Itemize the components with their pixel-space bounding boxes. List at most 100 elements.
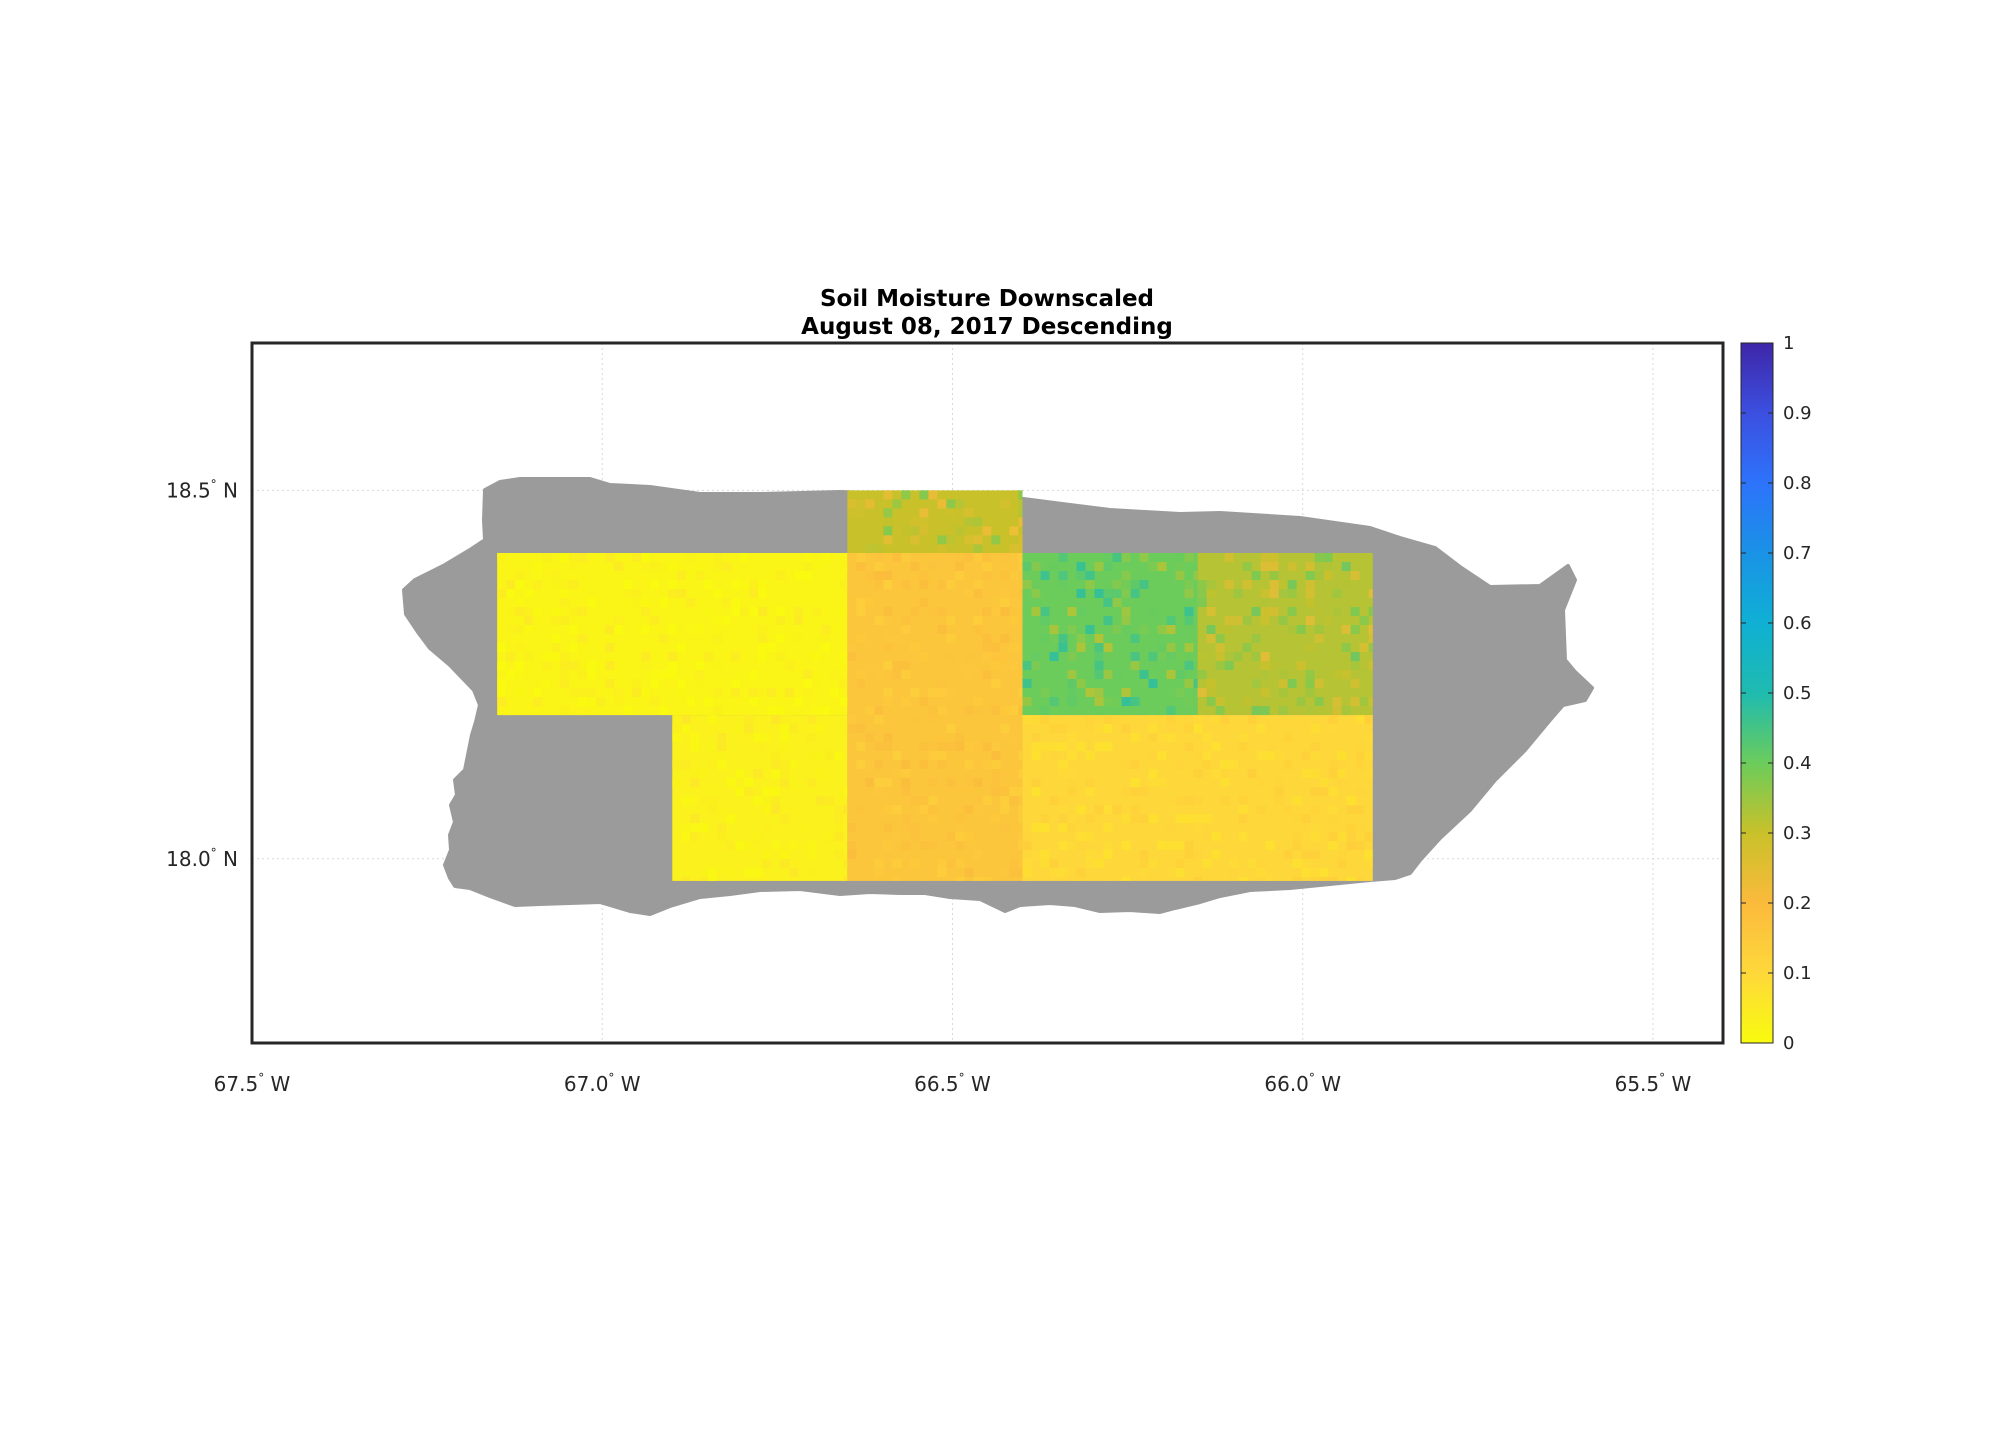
swath-pixel (937, 688, 947, 697)
swath-pixel (955, 571, 965, 580)
swath-pixel (551, 607, 561, 616)
swath-pixel (1018, 706, 1023, 715)
swath-pixel (794, 616, 804, 625)
swath-pixel (834, 751, 844, 761)
swath-pixel (776, 607, 786, 616)
swath-pixel (964, 778, 974, 787)
swath-pixel (928, 562, 938, 571)
swath-pixel (1000, 724, 1010, 733)
swath-pixel (991, 661, 1001, 670)
swath-pixel (1148, 859, 1158, 869)
swath-pixel (1094, 850, 1104, 860)
swath-pixel (964, 517, 974, 527)
swath-pixel (641, 607, 651, 616)
swath-pixel (690, 778, 700, 788)
swath-pixel (1328, 715, 1338, 725)
swath-pixel (816, 724, 826, 734)
swath-pixel (744, 724, 754, 734)
swath-pixel (744, 778, 754, 788)
swath-pixel (771, 769, 781, 779)
swath-pixel (1103, 724, 1113, 734)
colorbar-tick-label: 0.8 (1783, 473, 1812, 494)
swath-pixel (1215, 697, 1225, 706)
swath-pixel (708, 877, 718, 881)
swath-pixel (847, 499, 857, 509)
swath-pixel (1346, 805, 1356, 815)
swath-pixel (991, 643, 1001, 652)
swath-pixel (794, 571, 804, 580)
swath-pixel (1305, 562, 1315, 571)
swath-pixel (1202, 859, 1212, 869)
swath-pixel (1310, 787, 1320, 797)
swath-pixel (901, 778, 911, 787)
swath-pixel (883, 526, 893, 536)
swath-pixel (1121, 742, 1131, 752)
swath-pixel (839, 679, 848, 688)
swath-pixel (551, 643, 561, 652)
swath-pixel (901, 490, 911, 500)
lon-tick-label: 65.5° W (1615, 1071, 1692, 1096)
swath-pixel (1022, 877, 1032, 881)
swath-pixel (1049, 742, 1059, 752)
map-axes: 67.5° W 67.0° W 66.5° W 66.0° W 65.5° W 18.5… (166, 341, 1725, 1096)
swath-pixel (771, 787, 781, 797)
swath-pixel (1359, 616, 1369, 625)
swath-pixel (1206, 634, 1216, 643)
swath-pixel (843, 805, 848, 815)
swath-pixel (1355, 715, 1365, 725)
swath-pixel (560, 706, 570, 715)
swath-pixel (708, 868, 718, 878)
swath-pixel (699, 823, 709, 833)
swath-pixel (1103, 670, 1113, 679)
swath-pixel (690, 823, 700, 833)
swath-pixel (847, 607, 857, 616)
swath-pixel (1094, 670, 1104, 679)
swath-pixel (1269, 571, 1279, 580)
swath-pixel (650, 679, 660, 688)
swath-pixel (560, 598, 570, 607)
swath-pixel (708, 760, 718, 770)
swath-pixel (668, 562, 678, 571)
swath-pixel (1283, 733, 1293, 743)
swath-pixel (812, 562, 822, 571)
swath-pixel (1211, 769, 1221, 779)
swath-pixel (1355, 751, 1365, 761)
swath-pixel (1305, 679, 1315, 688)
swath-pixel (1314, 607, 1324, 616)
swath-pixel (1094, 742, 1104, 752)
swath-pixel (946, 616, 956, 625)
swath-pixel (964, 787, 974, 796)
swath-pixel (1058, 553, 1068, 562)
swath-pixel (1193, 814, 1203, 824)
swath-pixel (883, 490, 893, 500)
swath-pixel (789, 778, 799, 788)
swath-pixel (1197, 553, 1207, 562)
swath-pixel (1202, 760, 1212, 770)
swath-pixel (1260, 562, 1270, 571)
swath-pixel (874, 562, 884, 571)
swath-pixel (542, 553, 552, 562)
swath-pixel (515, 607, 525, 616)
swath-pixel (955, 499, 965, 509)
swath-pixel (883, 580, 893, 589)
swath-pixel (937, 742, 947, 751)
swath-pixel (560, 661, 570, 670)
swath-pixel (731, 607, 741, 616)
swath-pixel (883, 670, 893, 679)
swath-pixel (659, 598, 669, 607)
swath-pixel (1197, 598, 1207, 607)
swath-pixel (1296, 697, 1306, 706)
swath-pixel (1292, 814, 1302, 824)
swath-pixel (690, 814, 700, 824)
swath-pixel (1332, 607, 1342, 616)
swath-pixel (883, 571, 893, 580)
swath-pixel (1256, 778, 1266, 788)
swath-pixel (699, 868, 709, 878)
swath-pixel (587, 688, 597, 697)
swath-pixel (1085, 688, 1095, 697)
swath-pixel (560, 679, 570, 688)
swath-pixel (1193, 823, 1203, 833)
swath-pixel (1305, 643, 1315, 652)
swath-pixel (973, 616, 983, 625)
swath-pixel (1350, 607, 1360, 616)
